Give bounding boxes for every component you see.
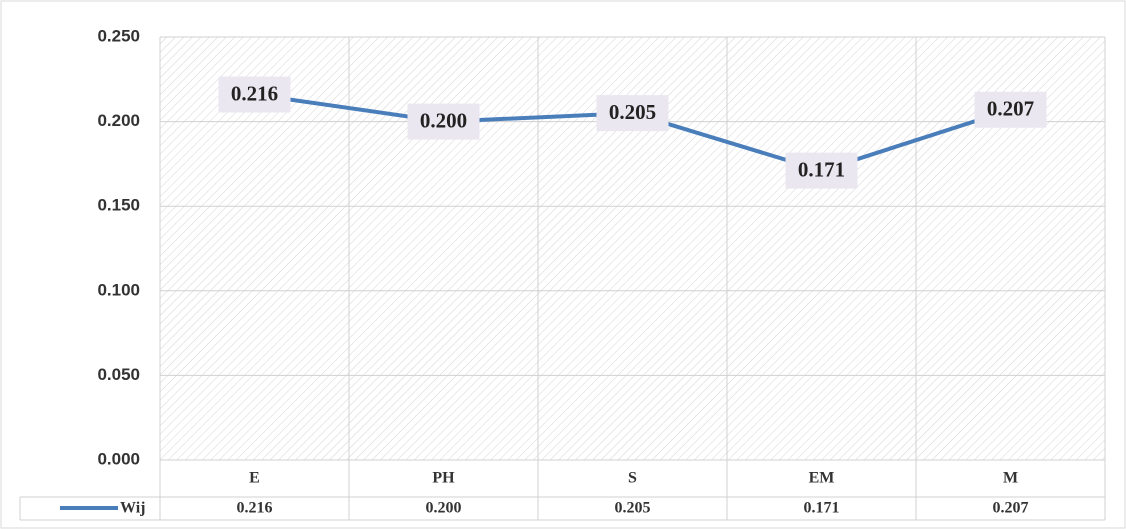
table-value: 0.216 (237, 500, 273, 517)
y-tick-label: 0.100 (97, 280, 140, 299)
table-value: 0.207 (993, 500, 1029, 517)
table-value: 0.200 (426, 500, 462, 517)
x-tick-label: EM (809, 470, 835, 487)
data-label: 0.205 (609, 100, 656, 124)
y-tick-label: 0.200 (97, 111, 140, 130)
x-tick-label: PH (432, 470, 455, 487)
data-label-box (785, 152, 858, 189)
legend-label: Wij (120, 500, 145, 517)
y-tick-label: 0.150 (97, 196, 140, 215)
y-tick-label: 0.250 (97, 26, 140, 45)
table-value: 0.205 (615, 500, 651, 517)
data-label: 0.200 (420, 108, 467, 132)
x-tick-label: S (628, 470, 637, 487)
x-tick-label: E (249, 470, 260, 487)
data-label-box (218, 76, 291, 113)
y-tick-label: 0.000 (97, 449, 140, 468)
data-label: 0.216 (231, 81, 278, 105)
data-label-box (407, 103, 480, 140)
data-label: 0.171 (798, 157, 845, 181)
x-tick-label: M (1003, 470, 1018, 487)
table-value: 0.171 (804, 500, 840, 517)
data-label-box (596, 95, 669, 132)
data-label-box (974, 91, 1047, 128)
y-tick-label: 0.050 (97, 365, 140, 384)
data-label: 0.207 (987, 97, 1034, 121)
